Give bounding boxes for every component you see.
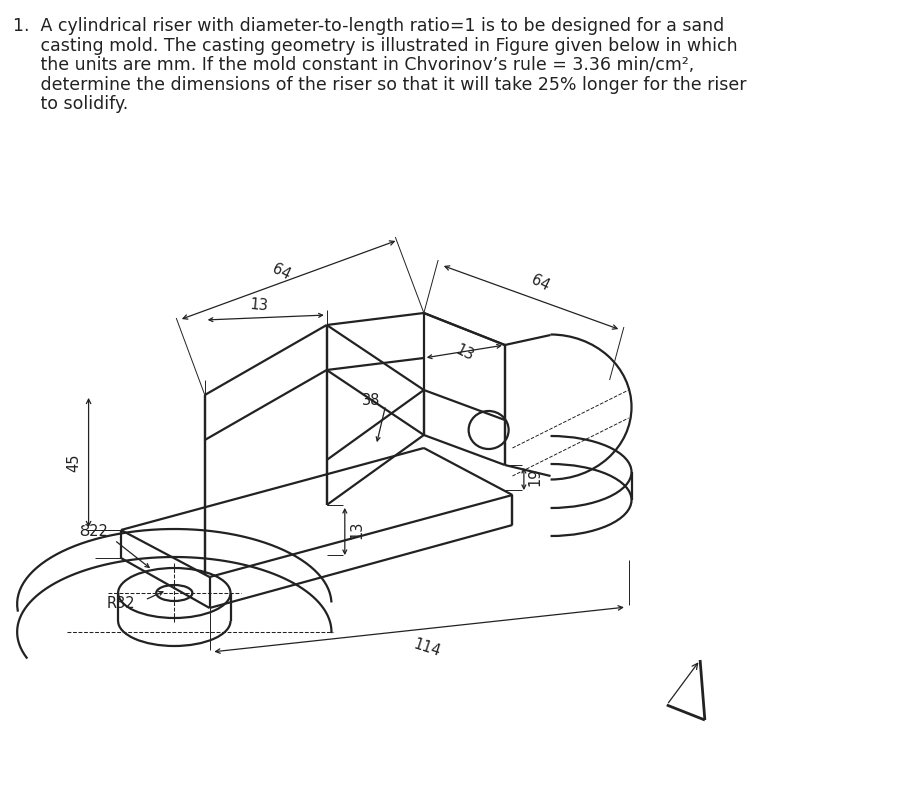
Text: 1.  A cylindrical riser with diameter-to-length ratio=1 is to be designed for a : 1. A cylindrical riser with diameter-to-… [14,17,725,35]
Text: 45: 45 [66,453,81,473]
Text: 13: 13 [453,342,476,363]
Text: the units are mm. If the mold constant in Chvorinov’s rule = 3.36 min/cm²,: the units are mm. If the mold constant i… [14,56,694,74]
Text: 114: 114 [411,637,443,659]
Text: 13: 13 [249,296,269,313]
Text: R32: R32 [107,596,136,611]
Text: 19: 19 [528,468,543,486]
Text: 64: 64 [529,273,552,294]
Text: 13: 13 [349,520,365,540]
Text: 38: 38 [362,392,381,407]
Text: Ȣ22: Ȣ22 [79,524,108,540]
Text: to solidify.: to solidify. [14,95,129,113]
Text: determine the dimensions of the riser so that it will take 25% longer for the ri: determine the dimensions of the riser so… [14,76,747,93]
Text: casting mold. The casting geometry is illustrated in Figure given below in which: casting mold. The casting geometry is il… [14,37,738,54]
Text: 64: 64 [270,261,292,283]
